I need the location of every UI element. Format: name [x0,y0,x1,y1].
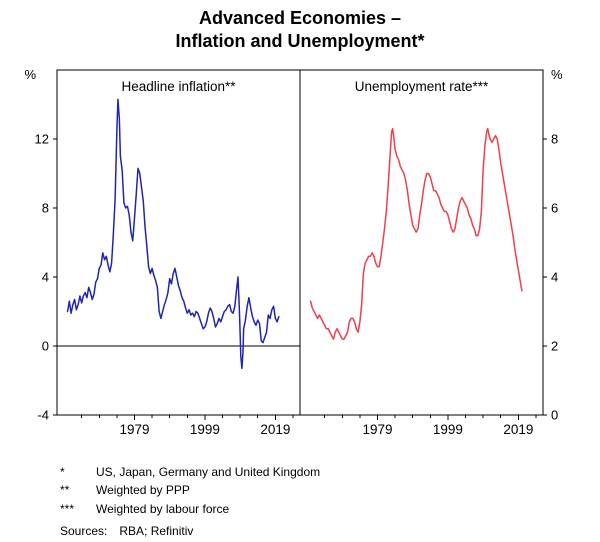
panel-title: Unemployment rate*** [355,79,489,94]
footnote-symbol: ** [60,483,70,498]
footnotes: * US, Japan, Germany and United Kingdom … [60,463,600,540]
y-tick-label: 0 [42,338,49,353]
headline-inflation-line [66,98,280,369]
x-tick-label: 1979 [362,422,392,437]
footnote-text: US, Japan, Germany and United Kingdom [96,464,321,479]
y-tick-label: 4 [551,269,558,284]
x-tick-label: 2019 [503,422,533,437]
unit-label: % [24,67,36,82]
unit-label: % [551,67,563,82]
y-tick-label: 2 [551,338,558,353]
x-tick-label: 2019 [260,422,290,437]
y-tick-label: 4 [42,269,49,284]
panel-title: Headline inflation** [121,79,236,94]
footnote-row: ** Weighted by PPP [60,481,600,500]
footnote-row: *** Weighted by labour force [60,500,600,519]
sources-label: Sources: [60,523,108,538]
y-tick-label: 6 [551,200,558,215]
sources-text: RBA; Refinitiv [119,523,194,538]
chart-title-line2: Inflation and Unemployment* [175,31,425,52]
y-tick-label: 8 [42,200,49,215]
footnote-symbol: * [60,464,65,479]
chart-title-line1: Advanced Economies – [198,8,402,28]
y-tick-label: -4 [37,407,49,422]
dual-panel-line-chart: -4 0 4 8 12 1979 1999 2019 Headline inflation**%… [24,67,563,437]
y-tick-label: 0 [551,407,558,422]
footnote-row: * US, Japan, Germany and United Kingdom [60,463,600,482]
y-tick-label: 12 [35,131,49,146]
unemployment-rate-line [309,127,523,340]
chart-title: Advanced Economies – Inflation and Unemp… [0,0,600,54]
x-tick-label: 1999 [190,422,220,437]
sources-line: Sources: RBA; Refinitiv [60,522,600,541]
footnote-text: Weighted by PPP [96,483,190,498]
y-tick-label: 8 [551,131,558,146]
footnote-symbol: *** [60,501,75,516]
x-tick-label: 1979 [119,422,149,437]
footnote-text: Weighted by labour force [96,501,230,516]
x-tick-label: 1999 [433,422,463,437]
